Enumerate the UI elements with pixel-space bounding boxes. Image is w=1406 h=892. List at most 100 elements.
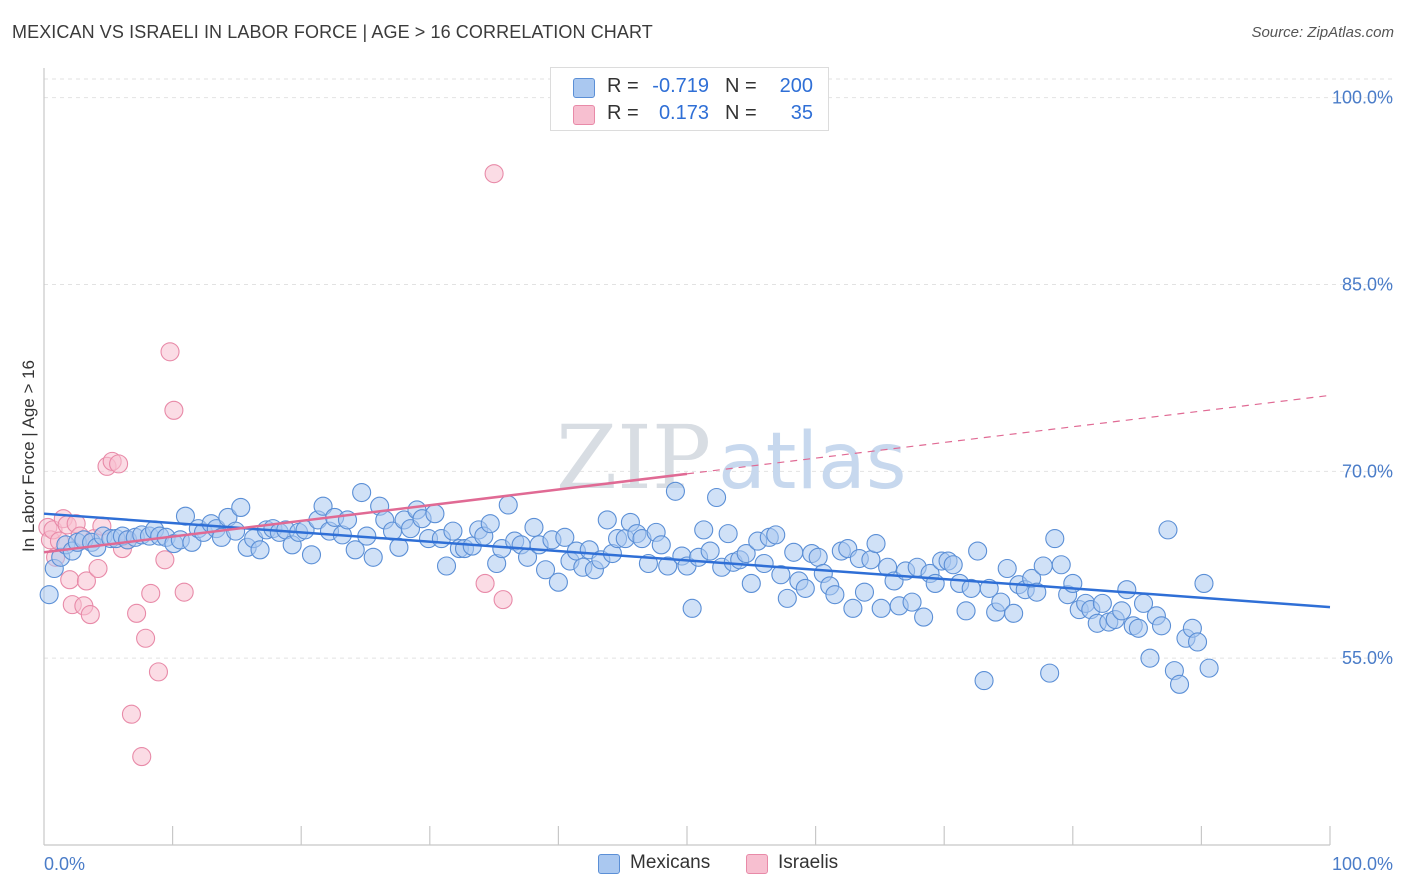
watermark-zip: ZIP (556, 406, 711, 509)
mexican-point (498, 495, 518, 515)
mexican-point (777, 588, 797, 608)
y-tick-label: 85.0% (1342, 275, 1393, 295)
mexican-point (1092, 593, 1112, 613)
x-tick-label-min: 0.0% (44, 854, 85, 874)
mexican-point (956, 601, 976, 621)
mexican-point (707, 487, 727, 508)
israeli-point (174, 582, 194, 602)
mexican-point (718, 524, 738, 544)
legend-swatch-israelis (573, 105, 595, 125)
israeli-point (484, 164, 504, 184)
mexican-point (736, 543, 756, 564)
israeli-point (132, 747, 152, 767)
mexican-point (741, 573, 761, 593)
mexican-point (345, 540, 365, 560)
y-tick-label: 55.0% (1342, 648, 1393, 668)
mexican-point (313, 496, 333, 516)
mexican-point (843, 598, 863, 618)
mexican-point (1040, 663, 1060, 683)
israeli-point (88, 558, 108, 579)
mexican-point (651, 535, 671, 555)
mexican-point (854, 582, 875, 602)
mexican-point (436, 556, 457, 576)
source-credit: Source: ZipAtlas.com (1251, 24, 1394, 41)
mexican-point (766, 525, 786, 545)
mexican-point (524, 517, 544, 537)
mexican-point (1199, 658, 1219, 678)
mexican-point (997, 558, 1017, 579)
mexican-point (535, 560, 556, 580)
mexican-point (902, 592, 922, 612)
y-tick-label: 70.0% (1342, 461, 1393, 481)
mexican-point (597, 510, 617, 530)
israeli-point (155, 550, 175, 570)
israeli-point (80, 605, 100, 625)
mexican-point (1194, 573, 1214, 593)
mexican-point (1128, 618, 1148, 638)
mexican-point (548, 572, 568, 592)
israeli-point (475, 573, 495, 593)
mexican-point (1158, 520, 1178, 540)
mexicans-trend-line (43, 512, 1331, 609)
mexican-point (1187, 632, 1208, 652)
bottom-legend-swatch-israelis (746, 854, 768, 874)
mexican-point (700, 541, 720, 561)
israeli-point (127, 603, 147, 623)
mexican-point (226, 521, 246, 541)
israeli-point (493, 590, 513, 610)
mexican-point (694, 520, 714, 540)
watermark: ZIP atlas (556, 406, 907, 509)
mexican-point (480, 514, 500, 534)
israeli-point (136, 628, 156, 648)
mexican-point (352, 482, 372, 503)
mexican-point (1151, 616, 1172, 636)
mexican-point (754, 553, 774, 574)
y-tick-label: 100.0% (1332, 88, 1393, 108)
mexican-point (363, 547, 383, 567)
mexican-point (658, 556, 678, 576)
trend-lines (43, 394, 1331, 609)
israelis-trend-line (43, 472, 688, 554)
bottom-legend-label-mexicans: Mexicans (630, 852, 711, 873)
y-axis-title: In Labor Force | Age > 16 (19, 360, 38, 552)
mexican-point (771, 565, 791, 585)
mexican-point (991, 592, 1011, 612)
israeli-point (141, 583, 161, 603)
mexican-point (39, 585, 59, 605)
legend-r-label: R = (607, 75, 639, 97)
axes (43, 68, 1331, 846)
mexican-point (1004, 603, 1024, 623)
mexican-point (871, 598, 891, 618)
mexican-point (795, 578, 815, 598)
mexican-point (1140, 648, 1160, 668)
mexican-point (301, 545, 322, 565)
y-tick-labels: 55.0% 70.0% 85.0% 100.0% (1332, 88, 1393, 668)
legend-r-value-mexicans: -0.719 (652, 75, 709, 97)
mexican-point (825, 585, 845, 605)
israeli-point (76, 571, 96, 591)
mexican-point (784, 542, 804, 562)
bottom-legend-label-israelis: Israelis (778, 852, 839, 873)
stats-legend: R = -0.719 N = 200 R = 0.173 N = 35 (550, 67, 829, 131)
legend-swatch-mexicans (573, 78, 595, 98)
legend-n-value-israelis: 35 (790, 102, 813, 124)
mexican-point (665, 481, 685, 501)
x-tick-label-max: 100.0% (1332, 854, 1393, 874)
mexican-point (943, 555, 963, 575)
bottom-legend-swatch-mexicans (598, 854, 620, 874)
israeli-point (60, 570, 80, 590)
mexican-point (974, 671, 994, 691)
legend-n-label: N = (725, 75, 757, 97)
mexican-point (555, 527, 575, 547)
legend-r-label: R = (607, 102, 639, 124)
mexican-point (1033, 556, 1053, 576)
mexican-point (250, 540, 270, 560)
legend-n-value-mexicans: 200 (779, 75, 813, 97)
mexican-point (1045, 529, 1065, 549)
mexican-point (866, 534, 886, 554)
mexican-point (1112, 601, 1132, 621)
mexican-point (1027, 582, 1047, 602)
israeli-point (148, 662, 169, 682)
mexican-point (425, 504, 445, 524)
